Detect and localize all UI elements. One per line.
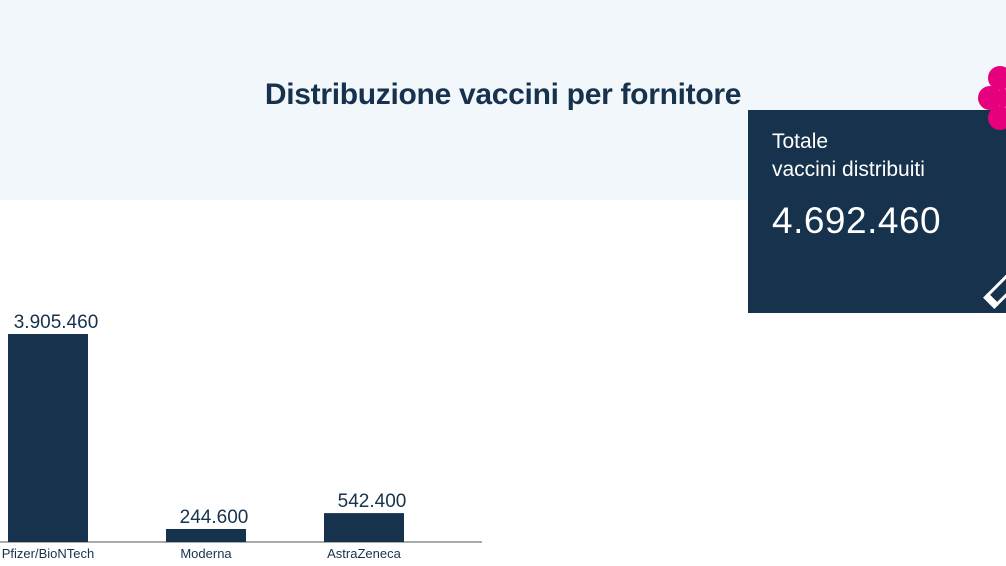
x-tick-label: Pfizer/BioNTech (2, 546, 94, 561)
bar-0 (8, 334, 88, 542)
page-title: Distribuzione vaccini per fornitore (264, 78, 742, 111)
bar-2 (324, 513, 404, 542)
bar-value-label: 3.905.460 (14, 312, 99, 333)
flower-icon (978, 66, 1006, 130)
total-vaccines-label: Totale vaccini distribuiti (772, 128, 992, 184)
bar-1 (166, 528, 246, 542)
pencil-icon (983, 270, 1006, 309)
total-vaccines-card: Totale vaccini distribuiti 4.692.460 (748, 110, 1006, 313)
total-label-line2: vaccini distribuiti (772, 158, 925, 181)
vaccine-supplier-bar-chart: 3.905.460 Pfizer/BioNTech 244.600 Moderna 54… (0, 312, 482, 561)
x-tick-label: AstraZeneca (327, 546, 401, 561)
bar-value-label: 542.400 (338, 491, 407, 512)
total-vaccines-value: 4.692.460 (772, 200, 942, 241)
total-label-line1: Totale (772, 130, 829, 153)
x-tick-label: Moderna (180, 546, 232, 561)
bar-value-label: 244.600 (180, 507, 249, 528)
